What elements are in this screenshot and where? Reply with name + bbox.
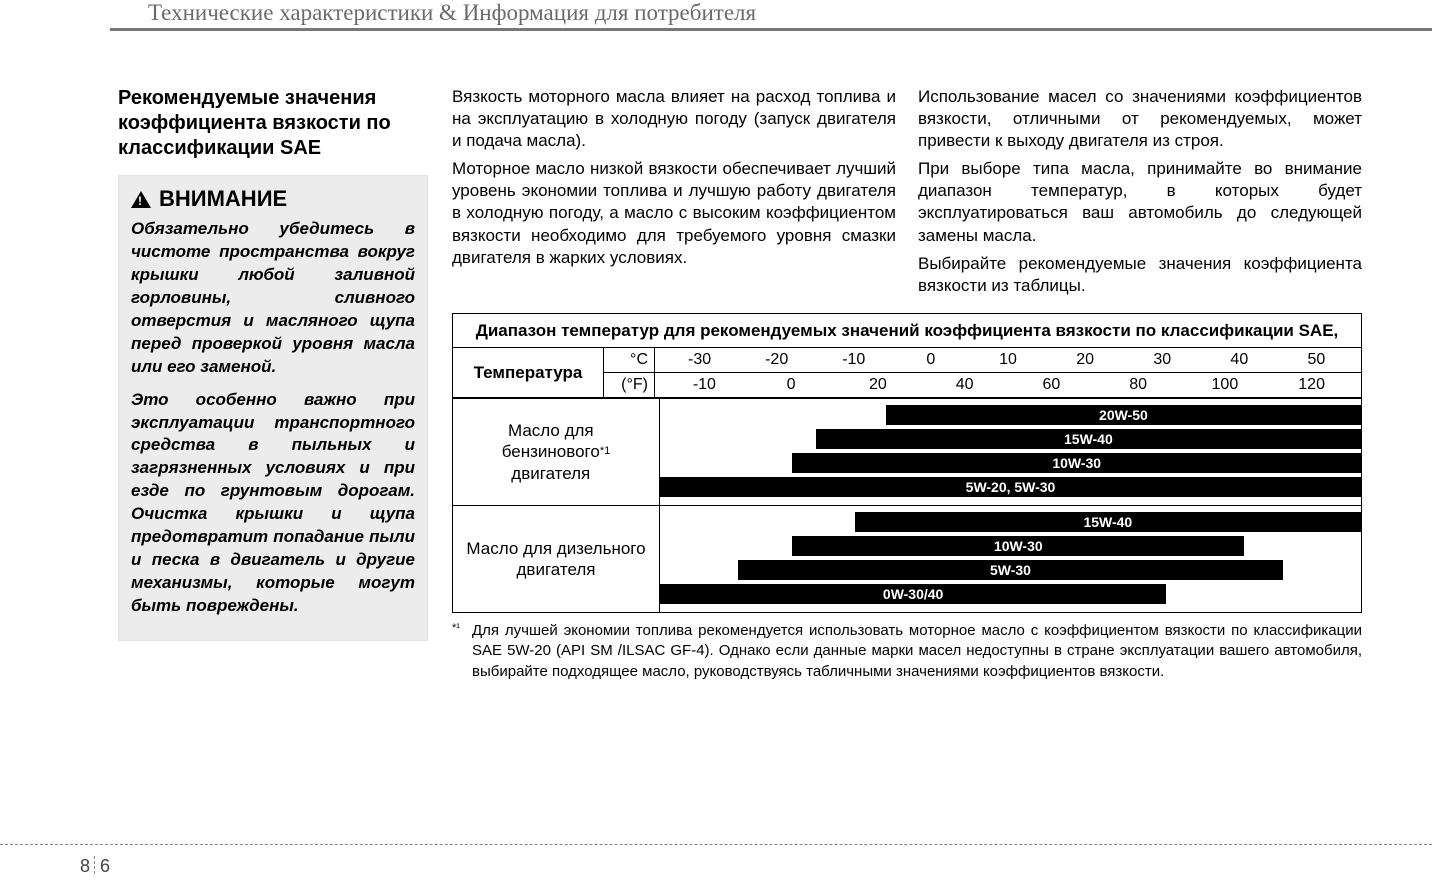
page-number-section: 8 [80, 856, 90, 876]
cut-line [0, 844, 1432, 845]
fahrenheit-tick: -10 [661, 376, 748, 394]
viscosity-bar-track: 5W-30 [660, 560, 1361, 582]
fahrenheit-tick: 120 [1268, 376, 1355, 394]
column-2: Вязкость моторного масла влияет на расхо… [452, 86, 896, 303]
fahrenheit-tick: 100 [1182, 376, 1269, 394]
viscosity-bar: 15W-40 [855, 512, 1361, 532]
viscosity-bar: 15W-40 [816, 429, 1361, 449]
page-number: 86 [80, 856, 110, 877]
viscosity-bar: 20W-50 [886, 405, 1361, 425]
caution-paragraph-1: Обязательно убедитесь в чистоте простран… [131, 218, 415, 379]
celsius-values: -30-20-1001020304050 [655, 351, 1361, 369]
fahrenheit-unit: (°F) [604, 373, 655, 397]
viscosity-bar-track: 0W-30/40 [660, 584, 1361, 606]
viscosity-bar-track: 15W-40 [660, 512, 1361, 534]
fahrenheit-tick: 60 [1008, 376, 1095, 394]
celsius-tick: 50 [1278, 351, 1355, 369]
temperature-label: Температура [453, 348, 604, 397]
header-title: Технические характеристики & Информация … [0, 0, 1432, 26]
section-title: Рекомендуемые значения коэффициента вязк… [118, 86, 428, 161]
viscosity-bar-track: 10W-30 [660, 453, 1361, 475]
viscosity-table: Диапазон температур для рекомендуемых зн… [452, 313, 1362, 613]
viscosity-bar: 5W-20, 5W-30 [660, 477, 1361, 497]
viscosity-bar-track: 15W-40 [660, 429, 1361, 451]
page-number-separator [94, 856, 96, 874]
celsius-tick: -10 [815, 351, 892, 369]
viscosity-bar: 0W-30/40 [660, 584, 1166, 604]
celsius-tick: 0 [892, 351, 969, 369]
gasoline-label: Масло длябензиновогодвигателя *1 [453, 399, 660, 505]
celsius-tick: 10 [969, 351, 1046, 369]
fahrenheit-tick: 40 [921, 376, 1008, 394]
caution-heading: ВНИМАНИЕ [131, 186, 415, 212]
fahrenheit-tick: 80 [1095, 376, 1182, 394]
footnote-marker: *¹ [452, 621, 460, 636]
footnote-text: Для лучшей экономии топлива рекомендуетс… [472, 622, 1362, 680]
celsius-tick: 30 [1124, 351, 1201, 369]
col2-p2: Моторное масло низкой вязкости обеспечив… [452, 158, 896, 268]
temperature-header: Температура °C -30-20-1001020304050 (°F)… [453, 348, 1361, 398]
col3-p1: Использование масел со значениями коэффи… [918, 86, 1362, 152]
gasoline-bars: 20W-50 15W-40 10W-30 5W-20, 5W-30 [660, 399, 1361, 505]
col2-p1: Вязкость моторного масла влияет на расхо… [452, 86, 896, 152]
diesel-label: Масло для дизельного двигателя [453, 506, 660, 612]
viscosity-bar: 10W-30 [792, 453, 1361, 473]
caution-box: ВНИМАНИЕ Обязательно убедитесь в чистоте… [118, 175, 428, 641]
celsius-unit: °C [604, 348, 655, 372]
page-header: Технические характеристики & Информация … [0, 0, 1432, 31]
col3-p3: Выбирайте рекомендуемые значения коэффиц… [918, 253, 1362, 297]
content: Рекомендуемые значения коэффициента вязк… [118, 86, 1362, 682]
viscosity-bar-track: 20W-50 [660, 405, 1361, 427]
columns-2-3: Вязкость моторного масла влияет на расхо… [452, 86, 1362, 682]
viscosity-bar: 10W-30 [792, 536, 1244, 556]
col3-p2: При выборе типа масла, принимайте во вни… [918, 158, 1362, 246]
celsius-tick: 20 [1047, 351, 1124, 369]
fahrenheit-tick: 0 [748, 376, 835, 394]
page-number-page: 6 [100, 856, 110, 876]
viscosity-table-title: Диапазон температур для рекомендуемых зн… [453, 314, 1361, 348]
diesel-bars: 15W-40 10W-30 5W-30 0W-30/40 [660, 506, 1361, 612]
warning-icon [131, 191, 151, 208]
fahrenheit-row: (°F) -10020406080100120 [604, 372, 1361, 397]
diesel-row: Масло для дизельного двигателя 15W-40 10W… [453, 505, 1361, 612]
gasoline-row: Масло длябензиновогодвигателя *1 20W-50 1… [453, 398, 1361, 505]
celsius-tick: 40 [1201, 351, 1278, 369]
celsius-tick: -20 [738, 351, 815, 369]
footnote: *¹ Для лучшей экономии топлива рекоменду… [452, 621, 1362, 682]
column-3: Использование масел со значениями коэффи… [918, 86, 1362, 303]
celsius-tick: -30 [661, 351, 738, 369]
caution-paragraph-2: Это особенно важно при эксплуатации тран… [131, 389, 415, 618]
caution-heading-text: ВНИМАНИЕ [159, 186, 287, 212]
column-1: Рекомендуемые значения коэффициента вязк… [118, 86, 428, 682]
temperature-scales: °C -30-20-1001020304050 (°F) -1002040608… [604, 348, 1361, 397]
viscosity-bar-track: 5W-20, 5W-30 [660, 477, 1361, 499]
celsius-row: °C -30-20-1001020304050 [604, 348, 1361, 372]
viscosity-bar-track: 10W-30 [660, 536, 1361, 558]
viscosity-bar: 5W-30 [738, 560, 1283, 580]
fahrenheit-values: -10020406080100120 [655, 376, 1361, 394]
fahrenheit-tick: 20 [835, 376, 922, 394]
header-rule [110, 28, 1432, 31]
